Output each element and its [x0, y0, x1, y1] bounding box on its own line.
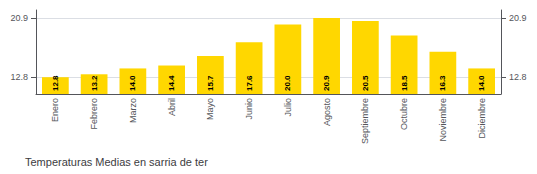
svg-text:20.9: 20.9 [509, 13, 527, 23]
svg-text:20.0: 20.0 [283, 75, 292, 91]
svg-text:Abril: Abril [167, 98, 177, 116]
svg-text:17.6: 17.6 [245, 75, 254, 91]
svg-text:20.9: 20.9 [10, 13, 28, 23]
svg-text:12.8: 12.8 [10, 72, 28, 82]
svg-text:Julio: Julio [283, 98, 293, 117]
svg-text:Mayo: Mayo [205, 98, 215, 120]
svg-text:20.5: 20.5 [361, 75, 370, 91]
svg-text:18.5: 18.5 [400, 75, 409, 91]
svg-text:Febrero: Febrero [89, 98, 99, 130]
svg-text:15.7: 15.7 [206, 75, 215, 91]
svg-text:Noviembre: Noviembre [438, 98, 448, 142]
svg-text:Temperaturas Medias en sarria: Temperaturas Medias en sarria de ter [25, 156, 208, 168]
svg-text:Agosto: Agosto [322, 98, 332, 126]
svg-text:Marzo: Marzo [128, 98, 138, 123]
svg-text:Junio: Junio [244, 98, 254, 120]
svg-text:14.0: 14.0 [477, 75, 486, 91]
svg-text:14.4: 14.4 [167, 75, 176, 91]
svg-text:13.2: 13.2 [90, 75, 99, 91]
svg-text:Diciembre: Diciembre [477, 98, 487, 139]
svg-text:Octubre: Octubre [399, 98, 409, 130]
svg-text:Septiembre: Septiembre [360, 98, 370, 144]
svg-text:12.8: 12.8 [51, 75, 60, 91]
svg-text:20.9: 20.9 [322, 75, 331, 91]
svg-text:14.0: 14.0 [128, 75, 137, 91]
svg-text:Enero: Enero [50, 98, 60, 122]
svg-text:16.3: 16.3 [438, 75, 447, 91]
svg-text:12.8: 12.8 [509, 72, 527, 82]
